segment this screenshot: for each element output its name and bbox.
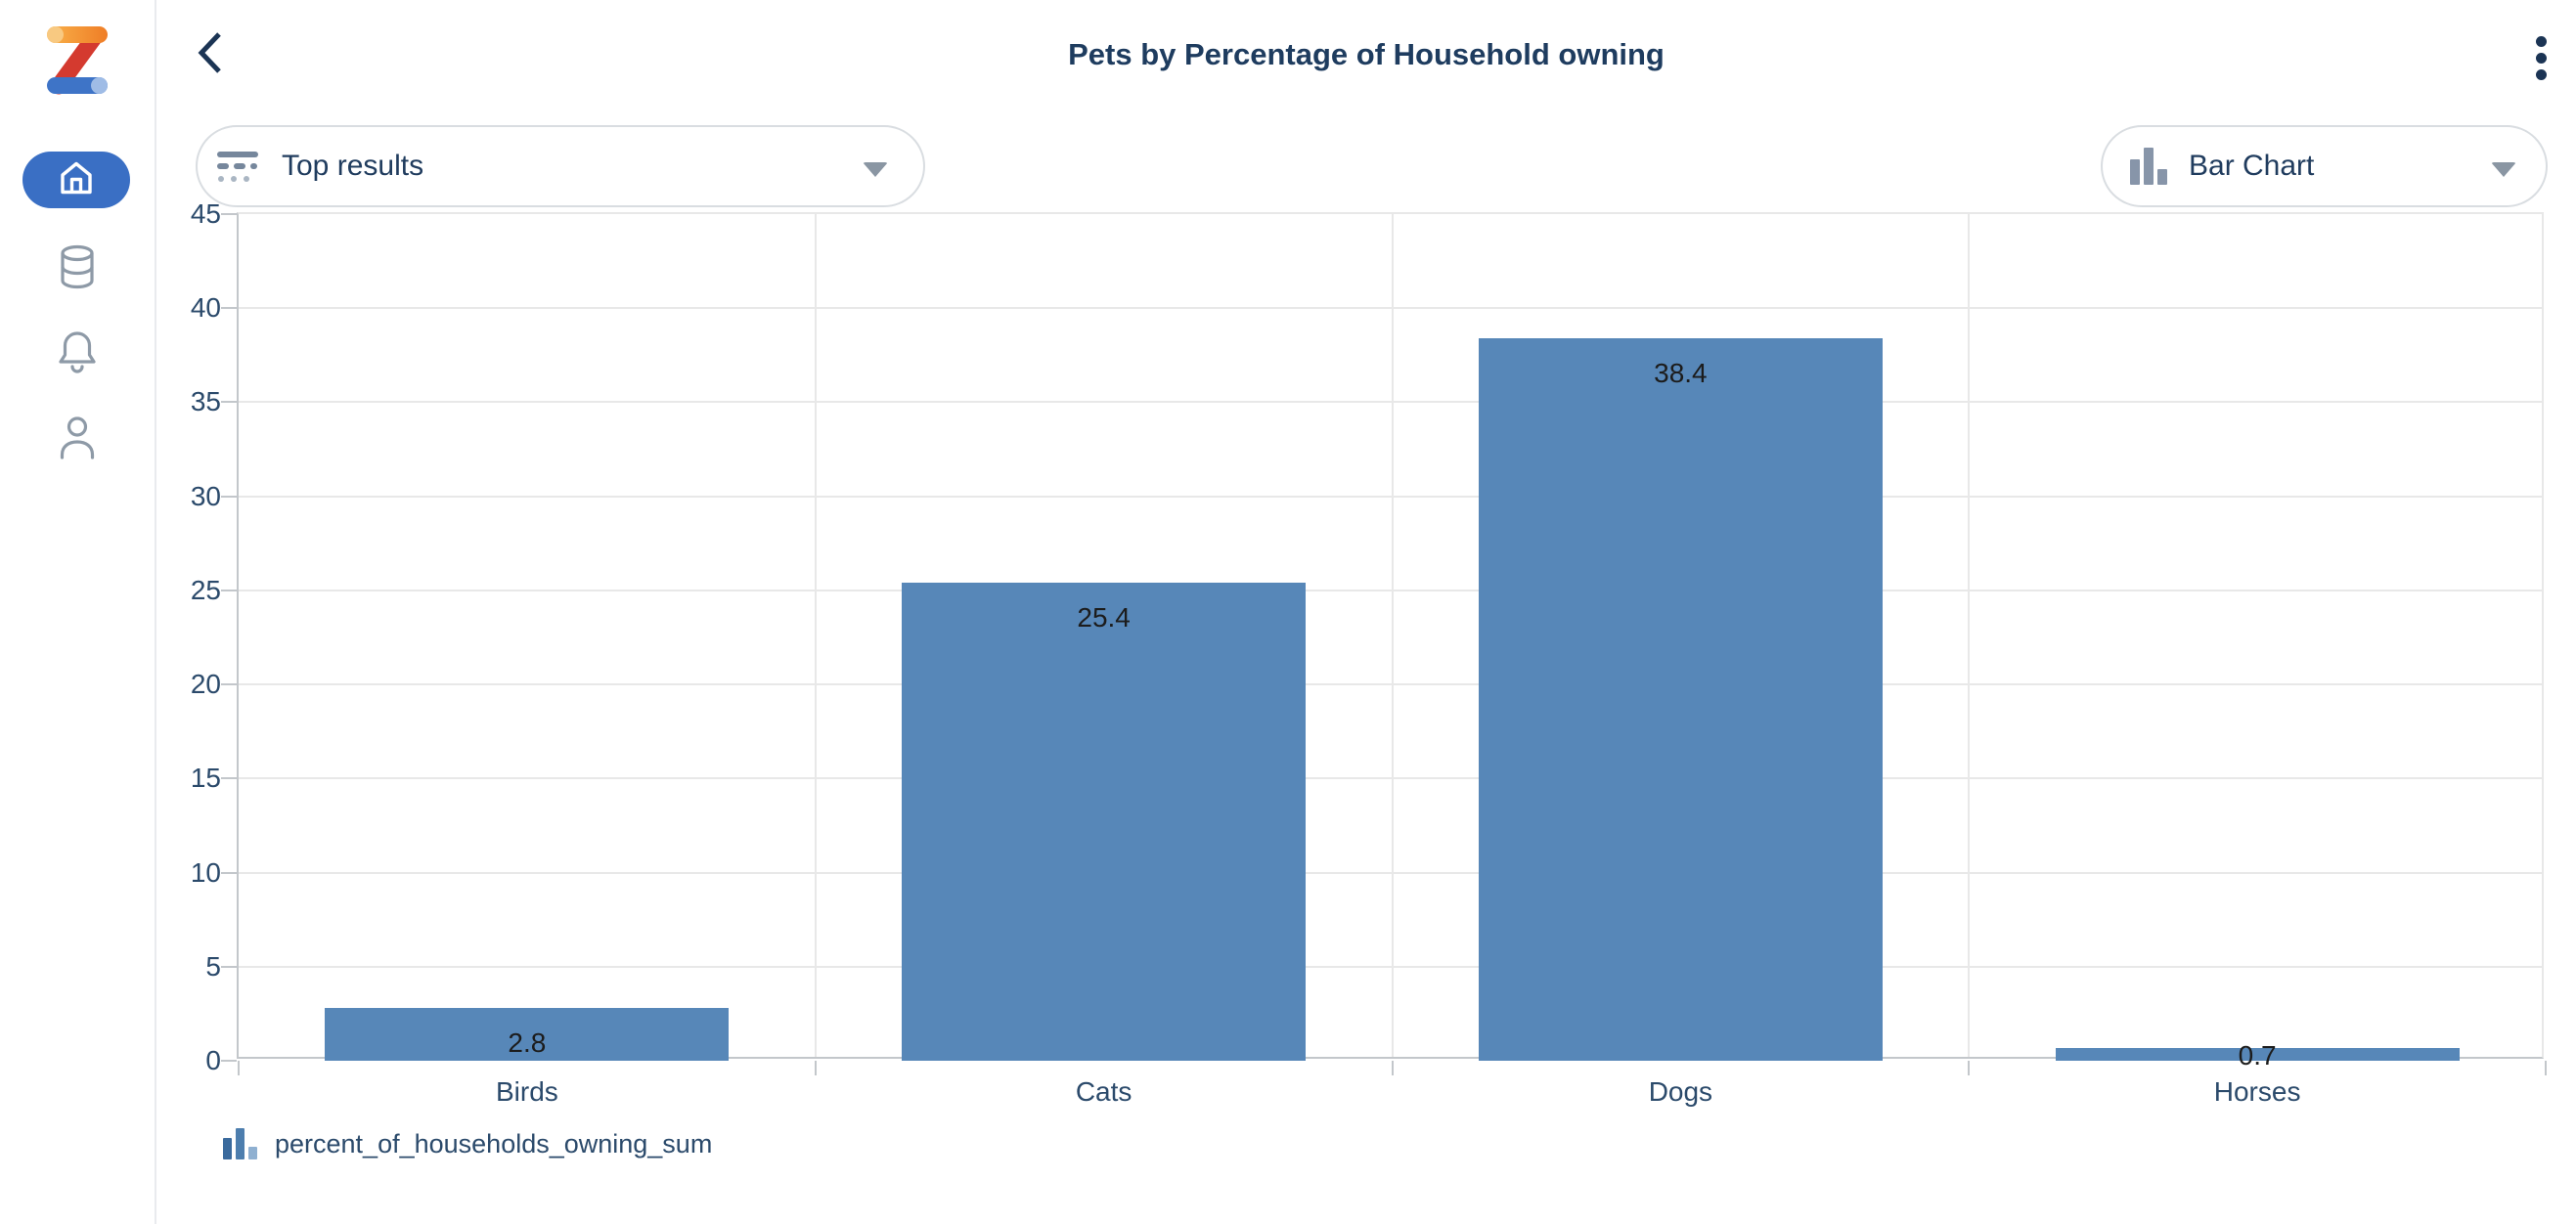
category-label: Dogs bbox=[1648, 1076, 1713, 1107]
y-axis-tick-label: 40 bbox=[190, 292, 221, 324]
bar-cats[interactable] bbox=[902, 583, 1307, 1061]
sidebar-item-notifications[interactable] bbox=[56, 330, 99, 376]
category-label: Birds bbox=[495, 1076, 558, 1107]
caret-down-icon bbox=[863, 162, 888, 177]
y-axis-tick-label: 45 bbox=[190, 198, 221, 229]
more-options-button[interactable] bbox=[2521, 27, 2560, 88]
gridline bbox=[1968, 214, 1971, 1057]
chart-legend[interactable]: percent_of_households_owning_sum bbox=[223, 1128, 712, 1159]
sidebar-item-data-sources[interactable] bbox=[56, 244, 99, 294]
database-icon bbox=[57, 244, 98, 294]
bar-value-label: 38.4 bbox=[1654, 358, 1708, 388]
y-axis-tick bbox=[221, 871, 237, 874]
gridline bbox=[239, 307, 2542, 310]
bar-value-label: 25.4 bbox=[1077, 602, 1131, 634]
chevron-left-icon bbox=[195, 30, 224, 80]
kebab-vertical-icon bbox=[2535, 35, 2547, 47]
y-axis-tick-label: 25 bbox=[190, 574, 221, 605]
category-label: Cats bbox=[1075, 1076, 1133, 1107]
back-button[interactable] bbox=[188, 29, 231, 80]
gridline bbox=[239, 965, 2542, 968]
y-axis-tick-label: 10 bbox=[190, 856, 221, 888]
sidebar-item-home[interactable] bbox=[22, 152, 130, 208]
x-axis-tick bbox=[1968, 1061, 1971, 1075]
gridline bbox=[239, 401, 2542, 404]
gridline bbox=[239, 777, 2542, 780]
y-axis-tick bbox=[221, 683, 237, 686]
bar-dogs[interactable] bbox=[1478, 338, 1883, 1061]
y-axis-tick-label: 15 bbox=[190, 763, 221, 794]
gridline bbox=[814, 214, 817, 1057]
x-axis-tick bbox=[1391, 1061, 1394, 1075]
bar-chart-plot-area: 0 5 10 15 20 25 30 35 40 45 Birds 2.8 Cats 25.4 Dogs 38… bbox=[191, 198, 2547, 1107]
y-axis-tick bbox=[221, 495, 237, 498]
person-icon bbox=[57, 415, 98, 464]
x-axis-tick bbox=[814, 1061, 817, 1075]
gridline bbox=[239, 589, 2542, 591]
y-axis-tick bbox=[221, 1060, 237, 1062]
y-axis-tick-label: 35 bbox=[190, 386, 221, 417]
bell-icon bbox=[57, 328, 98, 380]
results-dropdown-label: Top results bbox=[282, 150, 424, 182]
y-axis-tick bbox=[221, 307, 237, 310]
y-axis-tick-label: 5 bbox=[205, 950, 221, 982]
y-axis-tick bbox=[221, 589, 237, 591]
results-dropdown[interactable]: Top results bbox=[196, 125, 925, 207]
page-title: Pets by Percentage of Household owning bbox=[1068, 37, 1665, 71]
x-axis-tick bbox=[238, 1061, 240, 1075]
top-results-icon bbox=[217, 149, 260, 184]
chart-type-dropdown-label: Bar Chart bbox=[2189, 150, 2315, 182]
zing-logo-icon bbox=[45, 25, 110, 96]
y-axis-tick-label: 30 bbox=[190, 480, 221, 511]
gridline bbox=[239, 871, 2542, 874]
home-icon bbox=[58, 160, 95, 200]
gridline bbox=[239, 495, 2542, 498]
y-axis-tick bbox=[221, 777, 237, 780]
gridline bbox=[1391, 214, 1394, 1057]
sidebar bbox=[0, 0, 156, 1224]
legend-series-label: percent_of_households_owning_sum bbox=[275, 1128, 713, 1158]
y-axis-tick bbox=[221, 213, 237, 215]
y-axis-tick bbox=[221, 965, 237, 968]
gridline bbox=[239, 683, 2542, 686]
bar-chart-icon bbox=[223, 1128, 257, 1159]
caret-down-icon bbox=[2491, 162, 2516, 177]
chart-type-dropdown[interactable]: Bar Chart bbox=[2101, 125, 2548, 207]
category-label: Horses bbox=[2213, 1076, 2301, 1107]
y-axis-tick-label: 0 bbox=[205, 1045, 221, 1075]
bar-chart-icon bbox=[2130, 148, 2167, 185]
x-axis-tick bbox=[2545, 1061, 2547, 1075]
y-axis-tick-label: 20 bbox=[190, 669, 221, 700]
bar-horses[interactable] bbox=[2055, 1047, 2460, 1061]
bar-value-label: 2.8 bbox=[508, 1027, 547, 1059]
sidebar-item-profile[interactable] bbox=[56, 415, 99, 464]
bar-birds[interactable] bbox=[325, 1008, 730, 1061]
bar-value-label: 0.7 bbox=[2238, 1039, 2277, 1071]
y-axis-tick bbox=[221, 401, 237, 404]
